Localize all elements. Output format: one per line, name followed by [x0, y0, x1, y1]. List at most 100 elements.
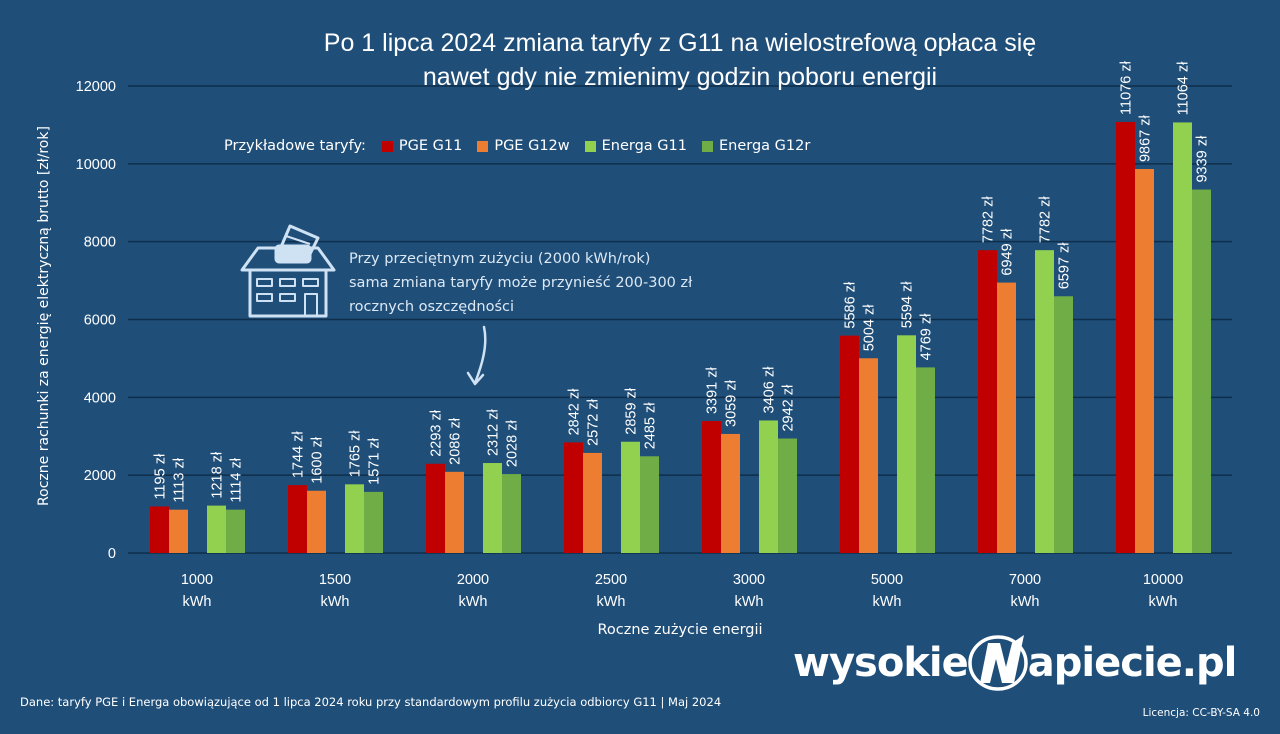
x-tick-label: kWh [1149, 594, 1178, 610]
y-tick-label: 2000 [84, 468, 116, 484]
y-tick-label: 12000 [76, 79, 116, 95]
legend: Przykładowe taryfy: PGE G11 PGE G12w Ene… [224, 136, 825, 156]
data-label: 3406 zł [762, 366, 778, 414]
data-label: 3391 zł [705, 366, 721, 414]
bar-energa-g11 [483, 463, 502, 553]
bar-energa-g12r [778, 438, 797, 553]
legend-swatch-energa-g11 [584, 140, 596, 152]
data-label: 5004 zł [862, 304, 878, 352]
data-label: 1765 zł [348, 430, 364, 478]
data-label: 1195 zł [153, 453, 169, 499]
legend-swatch-pge-g11 [381, 140, 393, 152]
x-tick-label: 2500 [595, 572, 627, 588]
bar-energa-g12r [640, 456, 659, 553]
x-tick-label: kWh [735, 594, 764, 610]
bar-pge-g11 [978, 250, 997, 553]
data-label: 1600 zł [310, 436, 326, 484]
y-axis-label: Roczne rachunki za energię elektryczną b… [36, 126, 52, 506]
data-label: 9867 zł [1138, 114, 1154, 162]
chart-title: Po 1 lipca 2024 zmiana taryfy z G11 na w… [160, 26, 1200, 94]
lightning-n-icon [968, 635, 1028, 691]
bar-energa-g11 [759, 420, 778, 553]
data-label: 5586 zł [843, 281, 859, 329]
bar-pge-g12w [1135, 169, 1154, 553]
bar-energa-g11 [1173, 122, 1192, 554]
title-line-2: nawet gdy nie zmienimy godzin poboru ene… [422, 63, 938, 91]
x-tick-label: 2000 [457, 572, 489, 588]
bar-pge-g12w [445, 471, 464, 553]
legend-label-pge-g11: PGE G11 [398, 138, 463, 154]
bar-pge-g11 [288, 485, 307, 553]
data-label: 1571 zł [367, 437, 383, 485]
data-label: 11076 zł [1119, 60, 1135, 115]
data-label: 2086 zł [448, 417, 464, 465]
bar-energa-g11 [207, 505, 226, 553]
legend-item-energa-g12r: Energa G12r [702, 138, 810, 154]
data-label: 9339 zł [1195, 135, 1211, 183]
legend-item-energa-g11: Energa G11 [584, 138, 687, 154]
bar-pge-g11 [702, 421, 721, 553]
legend-label-pge-g12w: PGE G12w [494, 138, 570, 154]
x-tick-label: kWh [1011, 594, 1040, 610]
x-tick-label: 1000 [181, 572, 213, 588]
bar-energa-g12r [1054, 296, 1073, 553]
bar-energa-g12r [916, 367, 935, 553]
bar-pge-g12w [169, 509, 188, 553]
title-line-1: Po 1 lipca 2024 zmiana taryfy z G11 na w… [323, 29, 1037, 57]
bar-energa-g12r [226, 509, 245, 553]
data-label: 1744 zł [291, 431, 307, 479]
data-label: 2312 zł [486, 408, 502, 456]
x-tick-label: 10000 [1143, 572, 1183, 588]
brand-text-right: apiecie.pl [1027, 640, 1238, 686]
legend-swatch-energa-g12r [702, 140, 713, 152]
bar-energa-g12r [502, 474, 521, 553]
bar-pge-g11 [564, 442, 583, 553]
data-label: 5594 zł [900, 281, 916, 329]
bar-pge-g11 [150, 506, 169, 553]
x-tick-label: kWh [183, 594, 212, 610]
x-tick-label: kWh [321, 594, 350, 610]
legend-label-energa-g12r: Energa G12r [719, 138, 811, 154]
legend-item-pge-g12w: PGE G12w [477, 138, 570, 154]
x-tick-label: kWh [597, 594, 626, 610]
y-tick-label: 10000 [76, 157, 116, 173]
x-tick-label: 3000 [733, 572, 765, 588]
bar-pge-g12w [997, 282, 1016, 553]
bar-energa-g11 [897, 335, 916, 553]
data-label: 1114 zł [229, 457, 245, 502]
data-label: 2842 zł [567, 388, 583, 436]
data-label: 2572 zł [586, 398, 602, 446]
legend-label-energa-g11: Energa G11 [601, 138, 687, 154]
x-axis-label: Roczne zużycie energii [597, 622, 763, 638]
data-label: 7782 zł [1038, 196, 1054, 244]
bar-energa-g11 [1035, 250, 1054, 553]
x-tick-label: 1500 [319, 572, 351, 588]
bar-pge-g11 [426, 463, 445, 553]
data-label: 11064 zł [1176, 61, 1192, 116]
x-tick-label: kWh [873, 594, 902, 610]
x-tick-label: 5000 [871, 572, 903, 588]
data-label: 2293 zł [429, 409, 445, 457]
brand-text-left: wysokie [793, 640, 969, 686]
y-tick-label: 8000 [84, 235, 116, 251]
bar-pge-g11 [1116, 121, 1135, 554]
bar-energa-g11 [345, 484, 364, 553]
data-label: 4769 zł [919, 313, 935, 361]
bar-pge-g12w [859, 358, 878, 553]
annotation-line-3: rocznych oszczędności [349, 299, 515, 315]
legend-swatch-pge-g12w [477, 140, 489, 152]
data-label: 2859 zł [624, 387, 640, 435]
y-tick-label: 0 [108, 546, 116, 562]
data-label: 7782 zł [981, 196, 997, 244]
data-label: 1113 zł [172, 457, 188, 502]
bar-energa-g12r [1192, 189, 1211, 553]
bar-pge-g12w [583, 452, 602, 553]
data-label: 2028 zł [505, 420, 521, 468]
legend-title: Przykładowe taryfy: [224, 138, 366, 154]
annotation-line-1: Przy przeciętnym zużyciu (2000 kWh/rok) [349, 251, 651, 267]
data-label: 6597 zł [1057, 242, 1073, 290]
y-tick-label: 6000 [84, 313, 116, 329]
x-tick-label: kWh [459, 594, 488, 610]
source-note: Dane: taryfy PGE i Energa obowiązujące o… [20, 695, 722, 709]
